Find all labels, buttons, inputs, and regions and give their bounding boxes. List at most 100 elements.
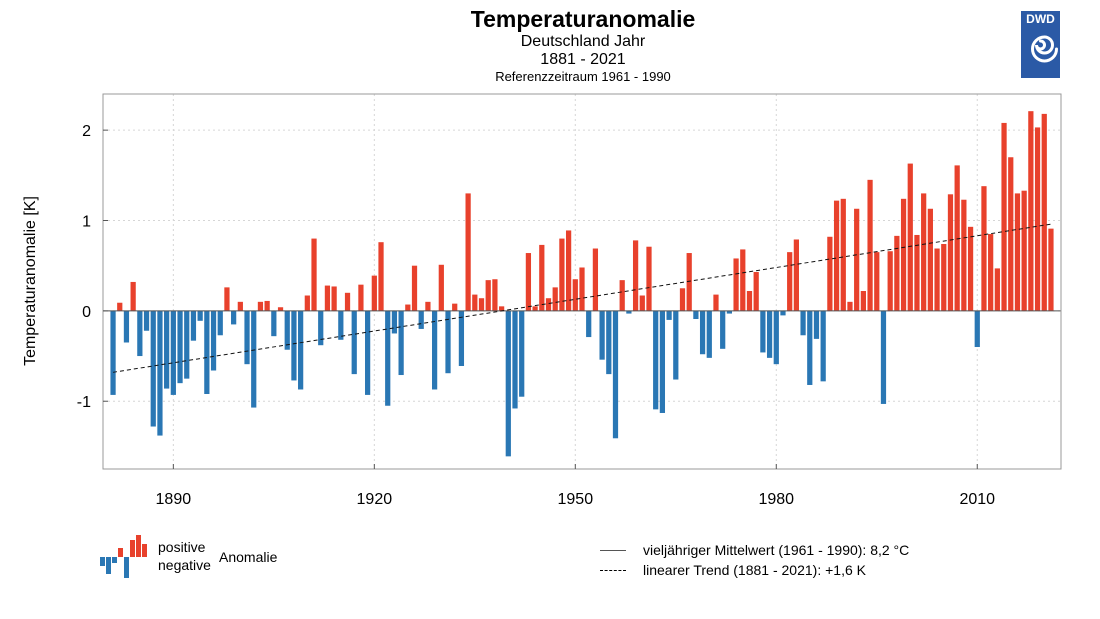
bar-1908 [291, 310, 297, 381]
x-tick-label-1920: 1920 [357, 491, 393, 508]
bar-1997 [887, 251, 893, 311]
bar-1992 [854, 208, 860, 311]
bar-1980 [773, 310, 779, 365]
bar-1919 [365, 310, 371, 395]
bar-1903 [257, 301, 264, 311]
bar-1934 [465, 193, 471, 311]
bar-1942 [519, 310, 525, 397]
bar-1931 [445, 310, 451, 374]
bar-1957 [619, 280, 625, 311]
bar-1999 [900, 198, 907, 311]
legend-row-mean: vieljähriger Mittelwert (1961 - 1990): 8… [598, 542, 998, 560]
bar-1883 [123, 310, 130, 343]
bar-1960 [639, 295, 645, 311]
bar-1958 [626, 310, 632, 314]
bar-1885 [137, 310, 143, 357]
bar-1965 [673, 310, 679, 380]
bar-1974 [733, 258, 739, 311]
bar-1891 [177, 310, 183, 384]
bar-1966 [679, 288, 686, 311]
bar-1884 [130, 281, 136, 311]
bar-1901 [244, 310, 250, 365]
bar-1930 [438, 264, 444, 311]
bar-1964 [666, 310, 672, 320]
bar-2016 [1014, 193, 1021, 311]
bar-1950 [572, 279, 578, 311]
bar-1959 [632, 240, 639, 311]
bar-1882 [117, 302, 123, 311]
bar-1892 [184, 310, 190, 379]
bar-1906 [277, 307, 284, 311]
bar-1947 [552, 287, 558, 311]
legend-anomaly: Anomalie [219, 549, 278, 565]
bar-2020 [1041, 113, 1047, 311]
legend-negative: negative [158, 557, 211, 573]
bar-1924 [398, 310, 404, 376]
bar-1972 [720, 310, 726, 349]
bar-1913 [324, 285, 331, 311]
bar-1921 [378, 242, 384, 311]
bar-1963 [659, 310, 666, 413]
chart-subtitle: Deutschland Jahr [520, 33, 646, 50]
bar-2011 [981, 186, 987, 311]
bar-1967 [686, 253, 692, 311]
anomaly-legend: positive negative Anomalie [98, 532, 298, 582]
reference-period: Referenzzeitraum 1961 - 1990 [495, 69, 671, 84]
bar-1951 [579, 267, 585, 311]
legend-row-trend: linearer Trend (1881 - 2021): +1,6 K [598, 562, 998, 580]
bar-1888 [157, 310, 163, 436]
bar-1886 [143, 310, 150, 331]
y-tick-label-0: 0 [82, 304, 91, 321]
bar-1953 [592, 248, 599, 311]
bar-1956 [612, 310, 619, 439]
bar-1981 [780, 310, 786, 316]
bar-1955 [606, 310, 612, 375]
bar-1940 [505, 310, 511, 457]
bar-1944 [532, 306, 538, 311]
bar-1975 [740, 249, 746, 311]
bar-1983 [793, 239, 799, 311]
bar-2021 [1048, 228, 1054, 311]
bar-2013 [994, 268, 1000, 311]
bar-1920 [371, 275, 377, 311]
bar-1890 [170, 310, 176, 395]
bar-2009 [967, 226, 974, 311]
bar-1926 [411, 265, 418, 311]
bar-1961 [646, 246, 652, 311]
legend-trend-line-sample [600, 570, 626, 571]
y-tick-label-2: 2 [82, 123, 91, 140]
bar-1998 [894, 235, 900, 311]
bar-2018 [1028, 111, 1034, 311]
bar-1996 [880, 310, 887, 404]
bar-1902 [251, 310, 257, 408]
legend-trend-text: linearer Trend (1881 - 2021): +1,6 K [643, 562, 866, 578]
logo-text: DWD [1026, 12, 1055, 26]
bar-1962 [653, 310, 659, 410]
bar-2005 [941, 244, 947, 311]
bar-2012 [988, 234, 994, 311]
trend-line-path [112, 223, 1052, 373]
bar-1945 [539, 244, 545, 311]
bar-1904 [264, 300, 270, 311]
bar-1916 [344, 292, 351, 311]
bar-1986 [813, 310, 820, 339]
bar-1987 [820, 310, 826, 382]
bar-1932 [452, 303, 458, 311]
bar-1915 [338, 310, 344, 340]
x-tick-label-1950: 1950 [558, 491, 594, 508]
bar-1978 [760, 310, 766, 353]
bar-1896 [210, 310, 217, 371]
bar-1914 [331, 286, 337, 311]
bar-1907 [284, 310, 290, 350]
x-tick-label-1890: 1890 [156, 491, 192, 508]
bar-1909 [298, 310, 304, 390]
bar-2006 [947, 194, 954, 311]
legend-mean-line-sample [600, 550, 626, 551]
bar-1971 [713, 294, 719, 311]
y-tick-label--1: -1 [77, 394, 91, 411]
bar-1988 [827, 236, 833, 311]
dwd-logo-icon [1021, 11, 1060, 78]
chart-period: 1881 - 2021 [540, 51, 626, 68]
plot-frame [102, 93, 1062, 470]
bar-1897 [217, 310, 223, 336]
